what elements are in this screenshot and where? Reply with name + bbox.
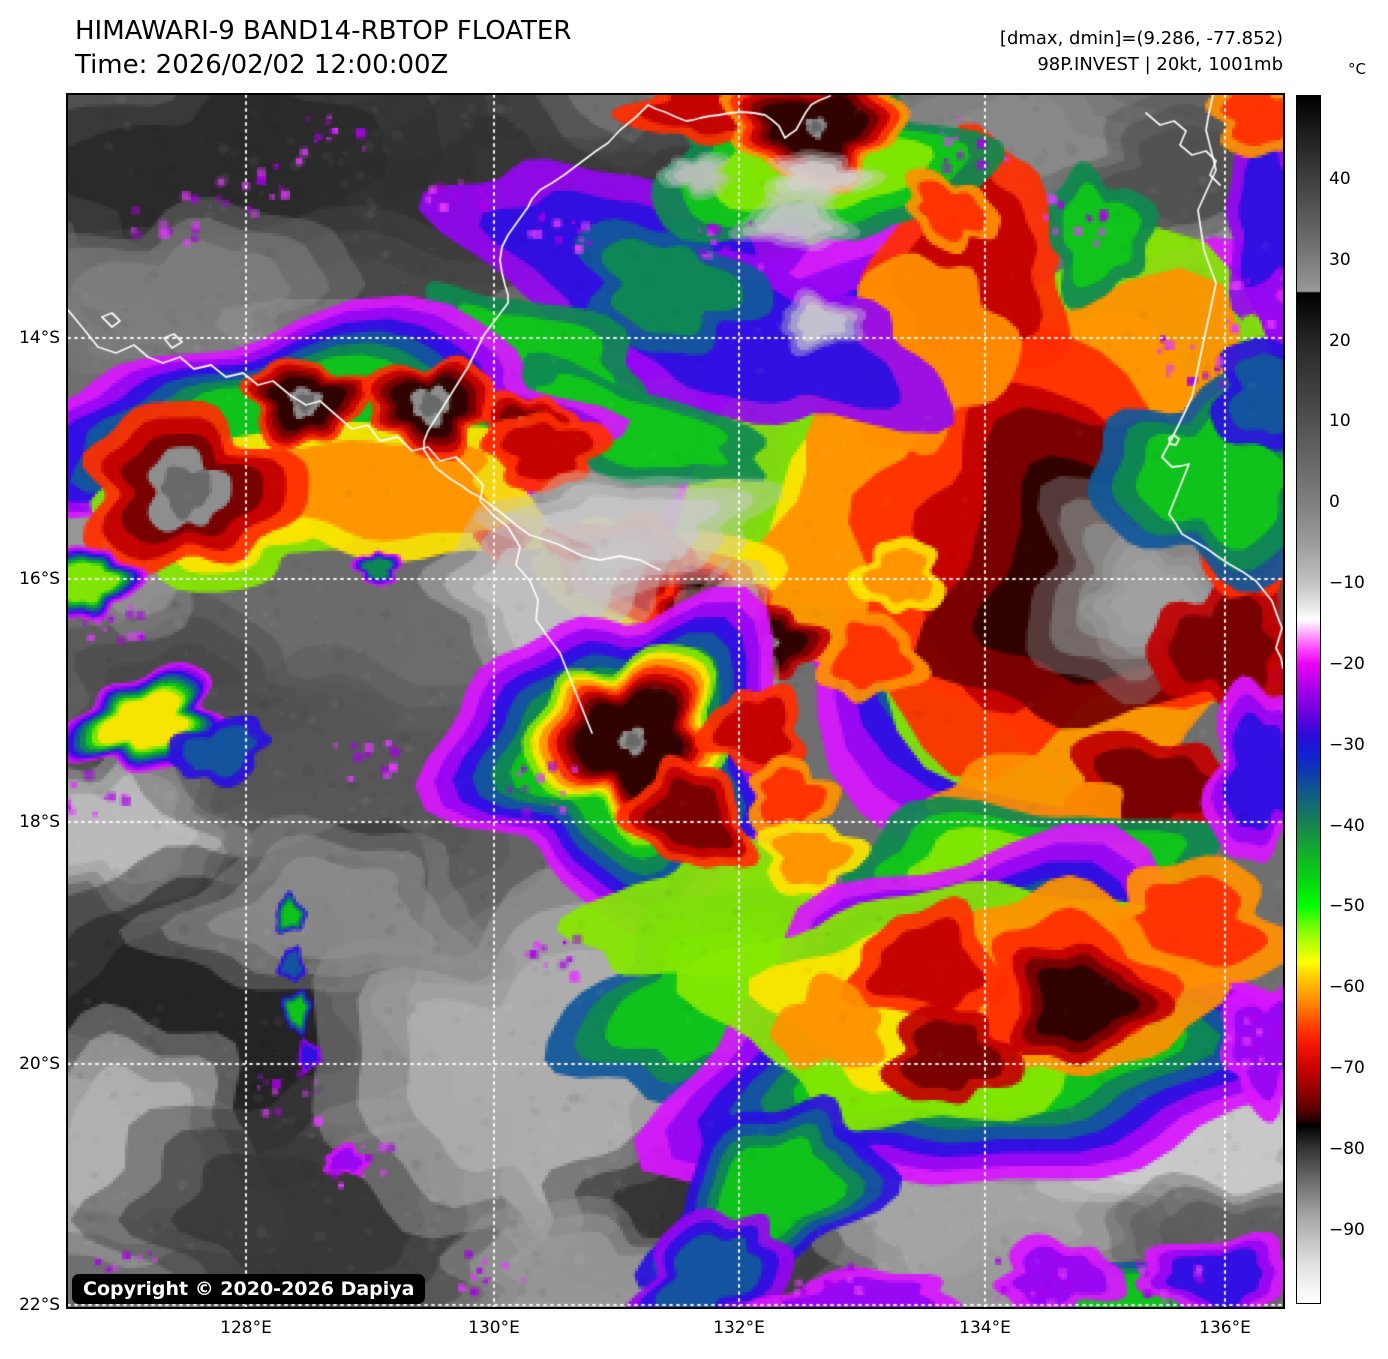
colorbar-unit-label: °C — [1348, 60, 1366, 78]
satellite-map-canvas — [68, 95, 1283, 1307]
dmax-dmin-annotation: [dmax, dmin]=(9.286, -77.852) — [999, 28, 1283, 49]
colorbar-tick-label: −60 — [1329, 977, 1365, 998]
lon-tick-label: 136°E — [1199, 1318, 1251, 1338]
lat-tick-label: 20°S — [19, 1054, 60, 1074]
colorbar — [1296, 95, 1321, 1304]
lon-tick-label: 128°E — [220, 1318, 272, 1338]
colorbar-tick-label: −50 — [1329, 896, 1365, 917]
lon-tick-label: 132°E — [713, 1318, 765, 1338]
lat-tick-label: 16°S — [19, 569, 60, 589]
lat-tick-label: 22°S — [19, 1295, 60, 1315]
lon-tick-label: 134°E — [959, 1318, 1011, 1338]
colorbar-tick-label: 20 — [1329, 330, 1351, 351]
colorbar-tick-label: −40 — [1329, 815, 1365, 836]
timestamp: Time: 2026/02/02 12:00:00Z — [75, 50, 449, 80]
colorbar-tick-label: −70 — [1329, 1058, 1365, 1079]
colorbar-tick-label: −80 — [1329, 1138, 1365, 1159]
colorbar-tick-label: 0 — [1329, 492, 1340, 513]
colorbar-tick-label: −20 — [1329, 653, 1365, 674]
colorbar-tick-label: −30 — [1329, 734, 1365, 755]
colorbar-tick-label: −90 — [1329, 1219, 1365, 1240]
lat-tick-label: 14°S — [19, 328, 60, 348]
storm-info-annotation: 98P.INVEST | 20kt, 1001mb — [1037, 54, 1283, 75]
lat-tick-label: 18°S — [19, 812, 60, 832]
colorbar-tick-label: 10 — [1329, 411, 1351, 432]
copyright-watermark: Copyright © 2020-2026 Dapiya — [72, 1274, 426, 1304]
colorbar-tick-label: 30 — [1329, 249, 1351, 270]
page-title: HIMAWARI-9 BAND14-RBTOP FLOATER — [75, 16, 572, 46]
colorbar-tick-label: 40 — [1329, 169, 1351, 190]
colorbar-tick-label: −10 — [1329, 573, 1365, 594]
lon-tick-label: 130°E — [468, 1318, 520, 1338]
